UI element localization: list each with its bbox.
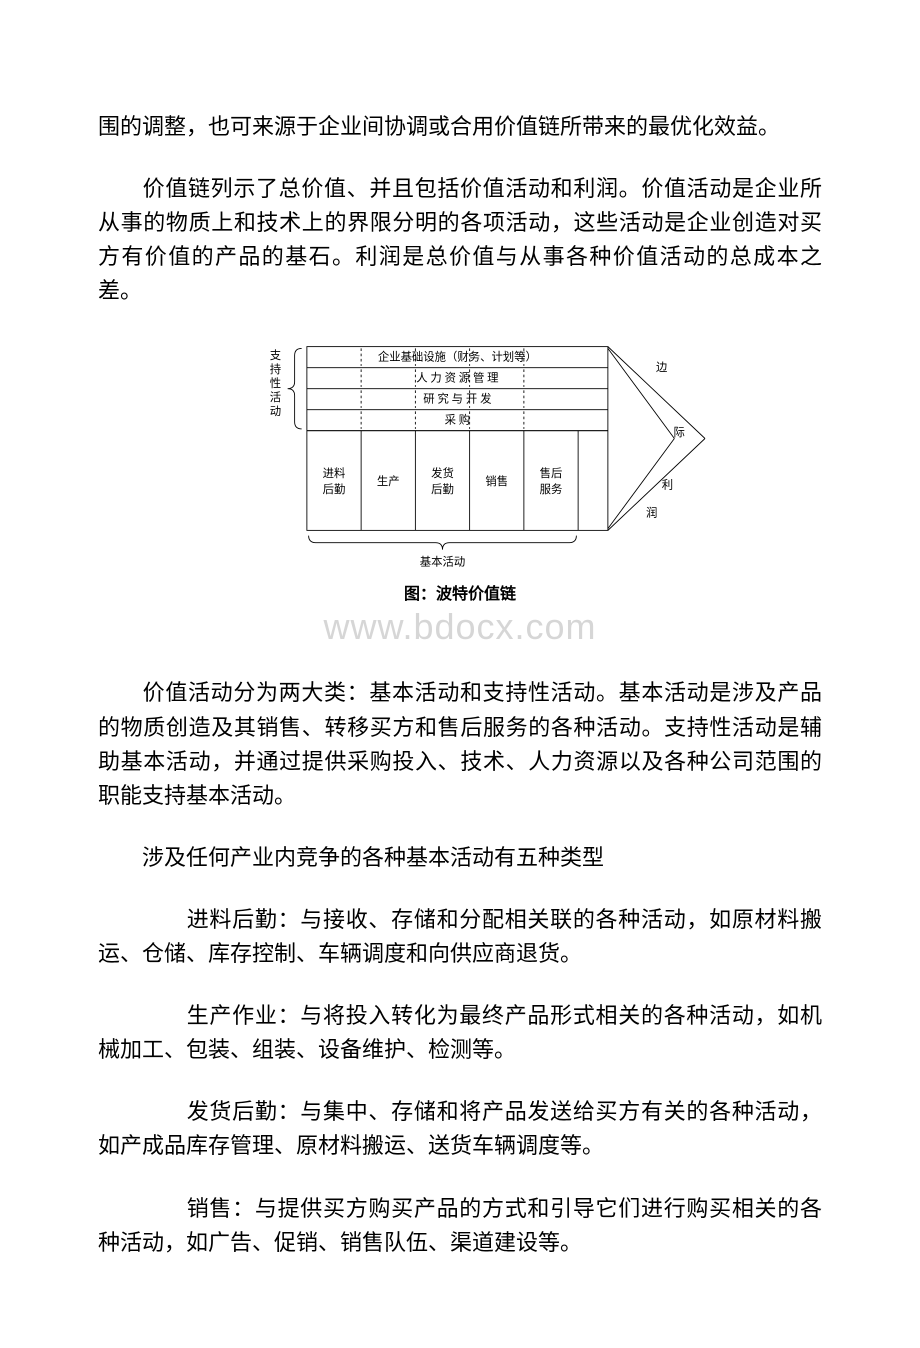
diagram-caption: 图：波特价值链 [98, 580, 822, 604]
svg-text:服务: 服务 [540, 482, 563, 496]
paragraph-activity-types: 价值活动分为两大类：基本活动和支持性活动。基本活动是涉及产品的物质创造及其销售、… [98, 676, 822, 812]
paragraph-outbound: 发货后勤：与集中、存储和将产品发送给买方有关的各种活动，如产成品库存管理、原材料… [98, 1095, 822, 1163]
text: 涉及任何产业内竞争的各种基本活动有五种类型 [142, 845, 604, 870]
svg-text:企业基础设施（财务、计划等）: 企业基础设施（财务、计划等） [378, 350, 537, 364]
diagram-svg: 企业基础设施（财务、计划等） 人 力 资 源 管 理研 究 与 开 发采 购进料后… [180, 336, 740, 576]
document-page: 围的调整，也可来源于企业间协调或合用价值链所带来的最优化效益。 价值链列示了总价… [0, 0, 920, 1348]
porter-value-chain-diagram: 企业基础设施（财务、计划等） 人 力 资 源 管 理研 究 与 开 发采 购进料后… [98, 336, 822, 648]
text: 价值链列示了总价值、并且包括价值活动和利润。价值活动是企业所从事的物质上和技术上… [98, 176, 822, 303]
paragraph-five-types: 涉及任何产业内竞争的各种基本活动有五种类型 [98, 841, 822, 875]
text: 价值活动分为两大类：基本活动和支持性活动。基本活动是涉及产品的物质创造及其销售、… [98, 680, 822, 807]
svg-text:基本活动: 基本活动 [420, 555, 465, 569]
svg-text:支: 支 [270, 349, 281, 362]
svg-text:生产: 生产 [377, 474, 400, 488]
text: 生产作业：与将投入转化为最终产品形式相关的各种活动，如机械加工、包装、组装、设备… [98, 1003, 822, 1062]
paragraph-operations: 生产作业：与将投入转化为最终产品形式相关的各种活动，如机械加工、包装、组装、设备… [98, 999, 822, 1067]
text: 进料后勤：与接收、存储和分配相关联的各种活动，如原材料搬运、仓储、库存控制、车辆… [98, 907, 822, 966]
watermark-text: www.bdocx.com [98, 606, 822, 648]
svg-text:销售: 销售 [485, 474, 508, 488]
paragraph-value-chain-intro: 价值链列示了总价值、并且包括价值活动和利润。价值活动是企业所从事的物质上和技术上… [98, 172, 822, 308]
svg-text:进料: 进料 [323, 466, 346, 480]
svg-text:采 购: 采 购 [445, 413, 471, 427]
svg-text:人 力 资 源 管 理: 人 力 资 源 管 理 [416, 371, 498, 385]
svg-text:发货: 发货 [431, 466, 454, 480]
svg-text:利: 利 [662, 479, 673, 492]
svg-text:活: 活 [270, 391, 281, 404]
svg-text:性: 性 [270, 376, 281, 390]
text: 销售：与提供买方购买产品的方式和引导它们进行购买相关的各种活动，如广告、促销、销… [98, 1196, 822, 1255]
paragraph-inbound: 进料后勤：与接收、存储和分配相关联的各种活动，如原材料搬运、仓储、库存控制、车辆… [98, 903, 822, 971]
svg-text:润: 润 [646, 506, 657, 520]
text: 发货后勤：与集中、存储和将产品发送给买方有关的各种活动，如产成品库存管理、原材料… [98, 1099, 822, 1158]
paragraph-continuation: 围的调整，也可来源于企业间协调或合用价值链所带来的最优化效益。 [98, 110, 822, 144]
svg-text:持: 持 [270, 362, 281, 376]
svg-text:边: 边 [656, 362, 668, 375]
svg-text:后勤: 后勤 [431, 483, 454, 496]
svg-text:际: 际 [674, 426, 685, 439]
svg-text:研 究 与 开 发: 研 究 与 开 发 [423, 392, 491, 406]
svg-text:动: 动 [270, 405, 281, 418]
text: 围的调整，也可来源于企业间协调或合用价值链所带来的最优化效益。 [98, 114, 780, 139]
svg-text:后勤: 后勤 [323, 483, 346, 496]
svg-text:售后: 售后 [540, 466, 563, 480]
paragraph-sales: 销售：与提供买方购买产品的方式和引导它们进行购买相关的各种活动，如广告、促销、销… [98, 1192, 822, 1260]
